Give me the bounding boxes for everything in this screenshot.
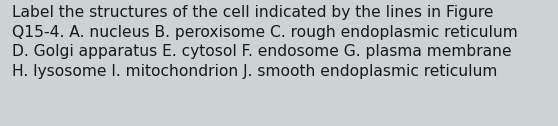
Text: Label the structures of the cell indicated by the lines in Figure
Q15-4. A. nucl: Label the structures of the cell indicat… bbox=[12, 5, 518, 79]
